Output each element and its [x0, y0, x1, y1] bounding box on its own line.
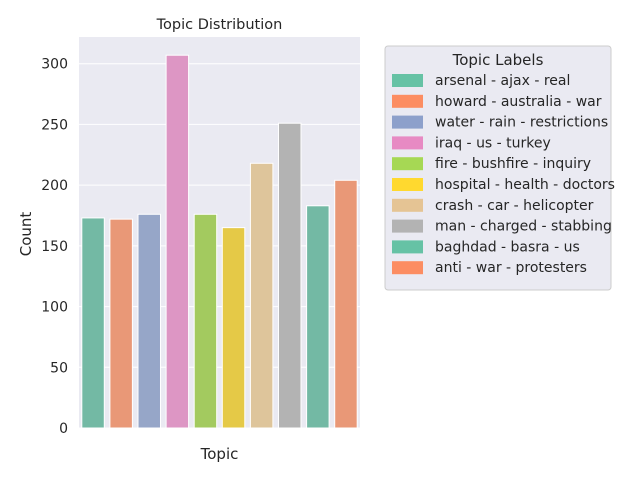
legend-label: baghdad - basra - us	[435, 239, 580, 255]
bar	[81, 217, 105, 429]
legend-swatch	[392, 178, 423, 191]
legend-swatch	[392, 94, 423, 108]
y-tick-label: 250	[41, 117, 68, 133]
bar	[193, 213, 218, 429]
y-tick-label: 100	[41, 300, 68, 316]
legend-swatch	[392, 198, 423, 212]
legend-swatch	[392, 261, 423, 275]
bar	[334, 179, 358, 429]
y-tick-label: 200	[41, 178, 68, 194]
y-tick-label: 0	[59, 421, 68, 437]
bar	[249, 162, 274, 429]
x-axis-label: Topic	[200, 445, 239, 463]
bar	[278, 122, 302, 429]
legend-items: arsenal - ajax - real howard - australia …	[392, 73, 615, 276]
legend-label: crash - car - helicopter	[435, 198, 594, 214]
y-tick-label: 150	[41, 239, 68, 255]
legend-swatch	[392, 74, 423, 87]
legend-label: anti - war - protesters	[435, 260, 587, 276]
y-tick-labels: 0 50 100 150 200 250 300	[41, 57, 68, 437]
chart-title: Topic Distribution	[156, 17, 283, 33]
legend-label: man - charged - stabbing	[435, 219, 612, 235]
bar	[165, 54, 190, 429]
legend-label: howard - australia - war	[435, 94, 602, 110]
bar	[306, 205, 330, 429]
legend-swatch	[392, 219, 423, 233]
legend-label: water - rain - restrictions	[435, 115, 608, 131]
y-tick-label: 300	[41, 57, 68, 73]
legend-swatch	[392, 115, 423, 129]
bar	[137, 213, 161, 429]
bar	[109, 218, 133, 429]
legend-label: arsenal - ajax - real	[435, 73, 570, 89]
y-axis-label: Count	[17, 212, 35, 257]
legend-label: hospital - health - doctors	[435, 177, 615, 193]
legend-label: fire - bushfire - inquiry	[435, 156, 591, 172]
legend-frame	[384, 45, 612, 291]
legend-swatch	[392, 157, 423, 171]
legend: Topic Labels arsenal - ajax - real howard…	[384, 45, 615, 291]
bar	[221, 227, 246, 429]
legend-title: Topic Labels	[452, 51, 544, 69]
legend-swatch	[392, 136, 423, 150]
bars	[81, 54, 358, 429]
legend-swatch	[392, 240, 423, 254]
y-tick-label: 50	[50, 360, 68, 376]
legend-label: iraq - us - turkey	[435, 135, 551, 151]
